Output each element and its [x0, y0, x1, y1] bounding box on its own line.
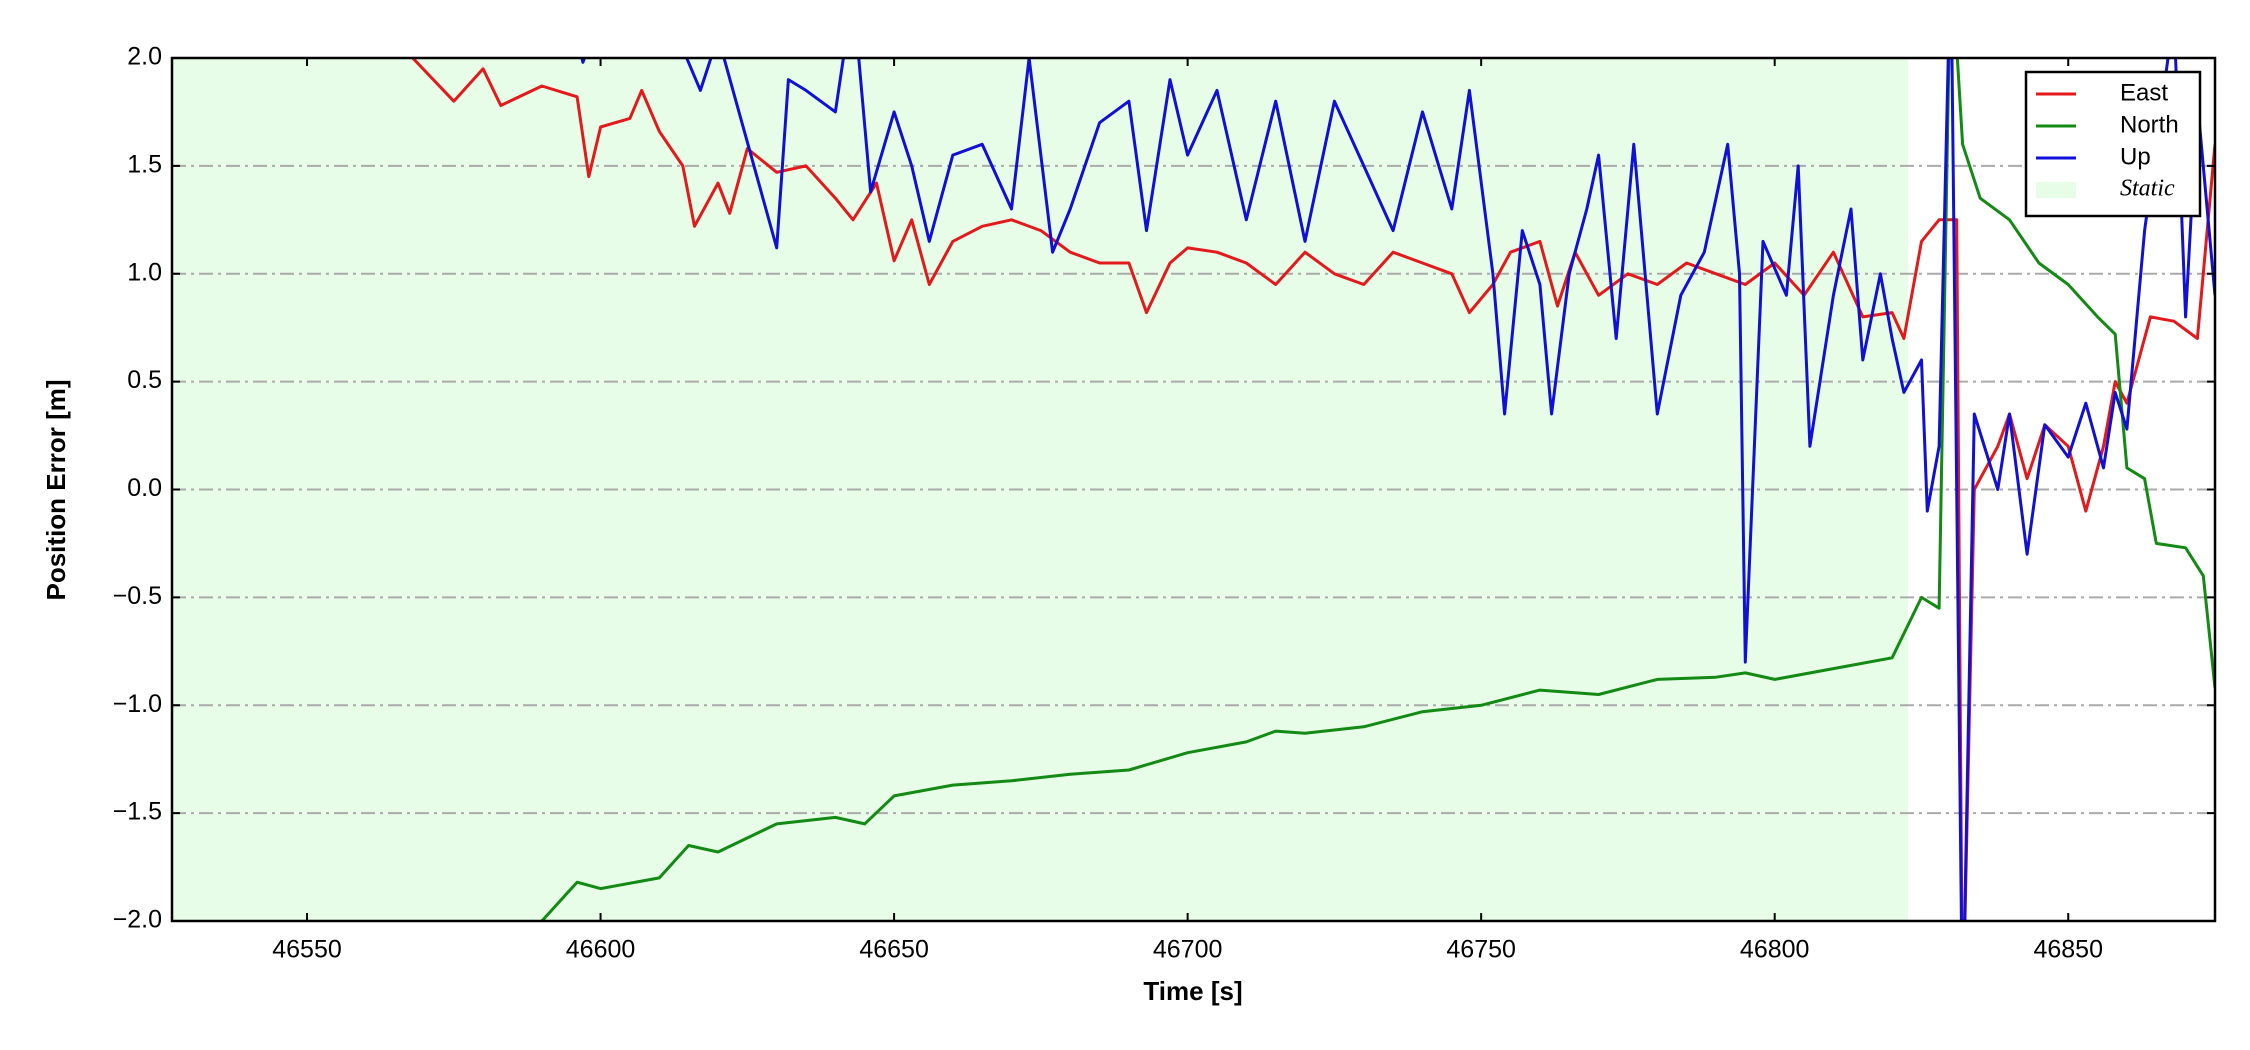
y-axis-label: Position Error [m]: [41, 379, 71, 600]
series-line: [537, 58, 2215, 921]
legend: East North Up Static: [2024, 70, 2202, 218]
axes: −2.0 −1.5 −1.0 −0.5 0.0 0.5 1.0 1.5 2.0 46550 4660…: [113, 43, 2217, 964]
y-tick-label: −1.0: [113, 690, 162, 718]
series-line: [580, 58, 2215, 921]
y-tick-label: 2.0: [127, 43, 162, 71]
legend-label: North: [2120, 111, 2179, 138]
legend-label: East: [2120, 79, 2168, 106]
x-tick-label: 46650: [859, 936, 929, 964]
y-tick-label: 0.0: [127, 474, 162, 502]
grid: [172, 164, 2215, 815]
y-tick-label: 0.5: [127, 366, 162, 394]
y-tick-label: 1.0: [127, 258, 162, 286]
legend-label: Static: [2120, 176, 2175, 202]
legend-swatch: [2036, 182, 2076, 198]
x-tick-label: 46750: [1446, 936, 1516, 964]
x-tick-label: 46700: [1153, 936, 1223, 964]
lines: [410, 58, 2215, 921]
y-tick-label: 1.5: [127, 150, 162, 178]
y-tick-label: −2.0: [113, 906, 162, 934]
x-axis-label: Time [s]: [1143, 976, 1242, 1006]
y-tick-label: −0.5: [113, 582, 162, 610]
x-tick-label: 46800: [1740, 936, 1810, 964]
x-tick-label: 46550: [272, 936, 342, 964]
x-tick-label: 46850: [2033, 936, 2103, 964]
plot-frame: [170, 56, 2217, 923]
legend-label: Up: [2120, 143, 2151, 170]
x-tick-label: 46600: [566, 936, 636, 964]
y-tick-label: −1.5: [113, 798, 162, 826]
